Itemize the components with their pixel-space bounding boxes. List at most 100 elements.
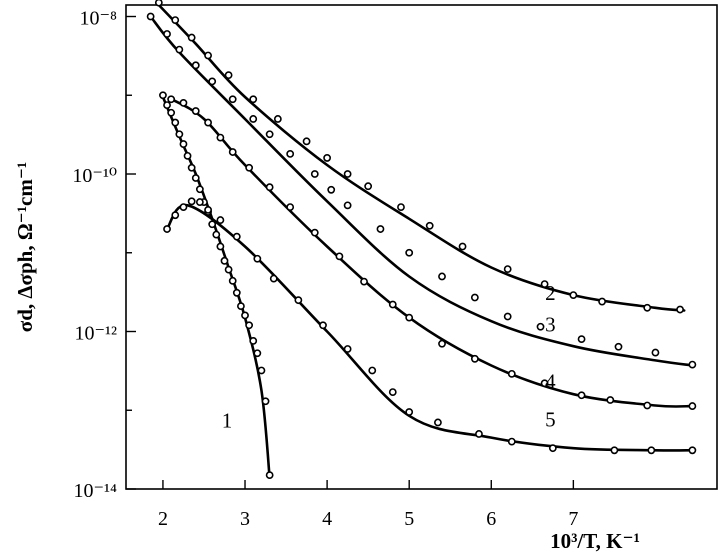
- curve-1-point: [224, 265, 233, 274]
- x-tick-label: 7: [568, 508, 578, 530]
- curve-4-point: [643, 401, 652, 410]
- curve-1-point: [237, 302, 245, 311]
- curve-5-point: [232, 232, 241, 241]
- curve-1-point: [253, 349, 262, 358]
- curve-3-point: [228, 95, 237, 104]
- x-tick-label: 3: [240, 508, 250, 530]
- curve-2-point: [458, 242, 467, 251]
- curve-3-point: [286, 150, 295, 158]
- curve-4-point: [335, 252, 344, 261]
- curve-5-point: [319, 321, 327, 330]
- curve-3-point: [614, 342, 623, 351]
- curve-3-point: [191, 61, 200, 70]
- curve-4-line: [169, 97, 694, 408]
- curve-label-5: 5: [545, 408, 556, 432]
- curve-2-line: [157, 3, 686, 312]
- curve-5-point: [647, 446, 656, 455]
- curve-3-point: [688, 360, 697, 369]
- y-axis-ticks: 10⁻¹⁴ 10⁻¹² 10⁻¹⁰ 10⁻⁸: [72, 8, 136, 502]
- curve-4-point: [216, 133, 225, 142]
- curve-2-point: [187, 33, 196, 42]
- x-tick-label: 6: [486, 508, 496, 530]
- x-tick-label: 5: [404, 508, 414, 530]
- curve-5-point: [269, 274, 278, 283]
- y-axis-label: σd, Δσph, Ω⁻¹cm⁻¹: [13, 162, 37, 332]
- curve-2-point: [364, 182, 373, 191]
- curve-4-point: [228, 148, 237, 156]
- x-tick-label: 2: [158, 508, 168, 530]
- curve-label-4: 4: [545, 369, 556, 393]
- curve-1-point: [179, 140, 188, 148]
- curve-1-point: [191, 174, 200, 182]
- data-points: [146, 0, 697, 480]
- x-axis-label: 10³/T, K⁻¹: [550, 529, 640, 553]
- curve-3-point: [249, 115, 258, 123]
- curve-3-point: [376, 225, 385, 233]
- curve-1-point: [171, 118, 180, 127]
- curve-3-point: [651, 348, 660, 357]
- curve-4-point: [606, 396, 615, 404]
- curve-1-point: [183, 151, 192, 160]
- curve-label-2: 2: [545, 281, 556, 305]
- curve-4-point: [438, 339, 446, 348]
- curve-3-point: [343, 201, 352, 210]
- curve-4-point: [191, 107, 200, 115]
- curve-2-point: [343, 170, 352, 178]
- curve-3-point: [208, 77, 217, 86]
- curve-1-point: [220, 256, 229, 265]
- curve-3-point: [470, 293, 479, 302]
- curve-2-point: [171, 16, 180, 25]
- x-tick-label: 4: [322, 508, 332, 530]
- curve-3-point: [327, 185, 336, 194]
- curve-2-point: [643, 303, 652, 312]
- curve-4-point: [245, 163, 254, 172]
- curve-label-1: 1: [222, 409, 233, 433]
- curve-2-point: [302, 137, 311, 146]
- curve-label-3: 3: [545, 313, 556, 337]
- curve-3-point: [163, 30, 171, 38]
- curve-4-point: [405, 313, 414, 322]
- curve-2-point: [323, 154, 332, 162]
- curve-5-point: [187, 197, 196, 206]
- curve-1-line: [161, 95, 271, 479]
- curve-5-point: [171, 211, 180, 220]
- curve-2-point: [676, 305, 684, 314]
- curve-2-point: [204, 51, 212, 60]
- curve-5-point: [294, 296, 303, 305]
- curve-5-point: [163, 225, 171, 233]
- curve-4-point: [204, 118, 212, 127]
- curve-4-point: [360, 277, 368, 286]
- curve-4-point: [507, 369, 516, 378]
- curve-2-point: [540, 280, 549, 288]
- curve-1-point: [212, 230, 221, 239]
- curve-5-point: [688, 446, 697, 455]
- curve-5-point: [216, 216, 225, 224]
- y-tick-label: 10⁻¹²: [74, 323, 117, 345]
- curve-3-point: [577, 335, 586, 344]
- curve-5-point: [434, 418, 442, 427]
- curve-1-point: [216, 242, 225, 251]
- curve-5-point: [195, 198, 204, 206]
- curve-3-point: [405, 248, 414, 257]
- curve-1-point: [167, 108, 176, 117]
- curve-1-point: [249, 336, 258, 345]
- curve-5-point: [548, 444, 557, 453]
- curve-1-point: [245, 321, 254, 330]
- y-tick-label: 10⁻¹⁴: [73, 480, 117, 502]
- curve-1-point: [208, 220, 217, 229]
- curve-2-point: [569, 291, 578, 299]
- curve-1-point: [265, 471, 274, 480]
- curve-4-point: [265, 183, 274, 192]
- curve-4-point: [310, 228, 319, 237]
- curve-4-point: [167, 95, 176, 104]
- curve-1-point: [261, 397, 270, 406]
- curve-5-point: [610, 446, 619, 455]
- curve-1-point: [232, 288, 241, 297]
- curve-4-point: [470, 354, 479, 363]
- curve-4-point: [179, 98, 188, 107]
- curve-2-point: [273, 115, 282, 123]
- curve-2-point: [224, 71, 233, 80]
- curve-3-point: [146, 12, 155, 21]
- curve-3-point: [175, 45, 184, 54]
